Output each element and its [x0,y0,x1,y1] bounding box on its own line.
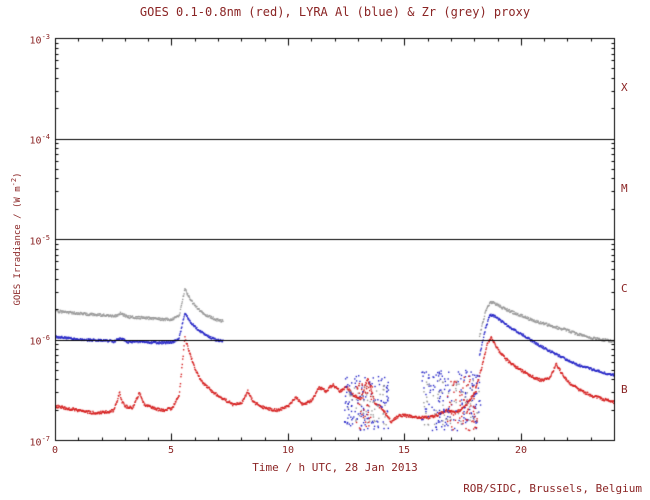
y-tick-base: 10 [29,236,42,248]
y-tick-base: 10 [29,35,42,47]
x-tick-label-10: 10 [281,445,295,456]
y-axis-label: GOES Irradiance / (W m-2) [10,159,23,319]
flare-class-label-c: C [621,282,628,295]
y-axis-label-exponent: -2 [10,177,18,187]
chart-title: GOES 0.1-0.8nm (red), LYRA Al (blue) & Z… [139,5,531,19]
y-tick-label-1e-5: 10-5 [14,232,50,248]
flare-class-label-b: B [621,383,628,396]
flare-class-label-x: X [621,81,628,94]
y-axis-label-close: ) [13,172,23,178]
x-tick-label-5: 5 [167,445,175,456]
y-tick-exp: -5 [41,234,50,242]
y-tick-base: 10 [29,336,42,348]
y-tick-exp: -4 [41,133,50,141]
credit-footer: ROB/SIDC, Brussels, Belgium [463,482,642,495]
y-tick-base: 10 [29,135,42,147]
x-tick-label-20: 20 [514,445,528,456]
y-tick-label-1e-3: 10-3 [14,31,50,47]
y-tick-exp: -7 [41,435,50,443]
y-tick-label-1e-6: 10-6 [14,332,50,348]
flare-class-label-m: M [621,182,628,195]
y-tick-exp: -6 [41,334,50,342]
y-axis-label-text: GOES Irradiance / (W m [13,186,23,306]
y-tick-label-1e-7: 10-7 [14,433,50,449]
y-tick-base: 10 [29,437,42,449]
x-tick-label-0: 0 [51,445,59,456]
y-tick-exp: -3 [41,33,50,41]
x-tick-label-15: 15 [397,445,411,456]
y-tick-label-1e-4: 10-4 [14,131,50,147]
x-axis-label: Time / h UTC, 28 Jan 2013 [252,461,418,474]
